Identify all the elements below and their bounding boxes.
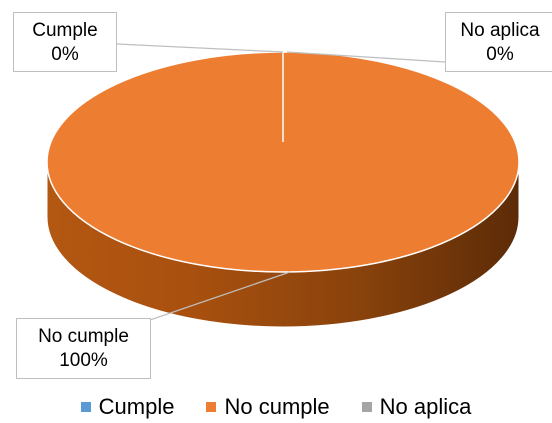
legend-swatch-no-aplica [361, 402, 372, 412]
leader-line-no-cumple [149, 271, 291, 321]
legend-swatch-cumple [80, 402, 91, 412]
legend-label-cumple: Cumple [98, 394, 175, 419]
leader-line-no-aplica [286, 51, 446, 63]
data-label-no-aplica-value: 0% [486, 44, 514, 65]
legend-label-no-cumple: No cumple [224, 394, 330, 419]
data-label-no-cumple: No cumple 100% [16, 318, 151, 379]
data-label-cumple: Cumple 0% [13, 12, 117, 72]
legend-item-no-aplica: No aplica [361, 394, 472, 420]
data-label-cumple-value: 0% [51, 44, 79, 65]
legend-item-cumple: Cumple [80, 394, 175, 420]
data-label-no-cumple-value: 100% [59, 350, 108, 371]
data-label-no-cumple-name: No cumple [38, 326, 129, 347]
legend-swatch-no-cumple [206, 402, 217, 412]
legend-label-no-aplica: No aplica [379, 394, 472, 419]
legend-item-no-cumple: No cumple [206, 394, 330, 420]
data-label-no-aplica: No aplica 0% [445, 12, 552, 72]
data-label-cumple-name: Cumple [32, 20, 98, 41]
chart-legend: Cumple No cumple No aplica [0, 394, 552, 420]
data-label-no-aplica-name: No aplica [460, 20, 540, 41]
leader-line-cumple [116, 43, 284, 53]
